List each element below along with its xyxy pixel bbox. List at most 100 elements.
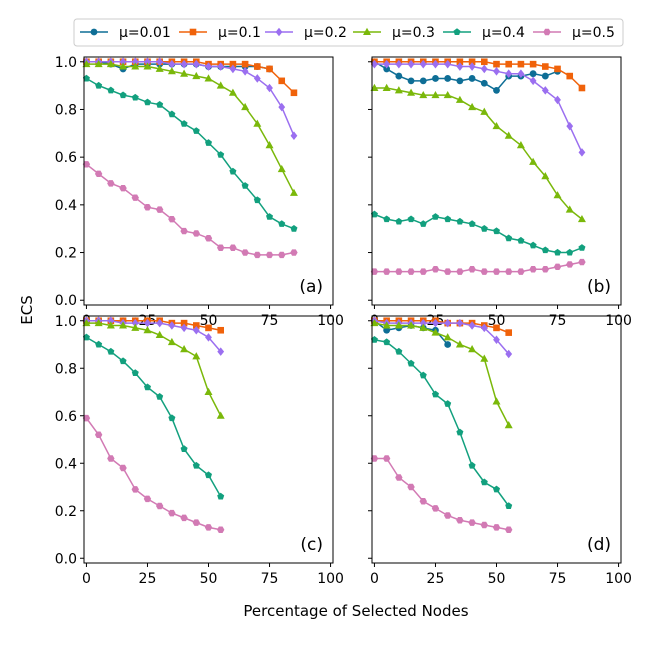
data-point [119,464,127,472]
data-point [180,227,188,235]
data-point [492,397,501,405]
data-point [168,215,176,223]
data-point [94,318,103,327]
data-point [155,206,164,213]
x-axis-label: Percentage of Selected Nodes [243,602,468,620]
data-point [468,321,476,330]
data-point [541,246,549,254]
data-point [553,191,562,199]
data-point [541,72,549,80]
y-tick-label: 0.0 [55,293,77,309]
data-point [431,90,440,99]
x-tick-label: 50 [488,313,506,329]
data-point [278,220,286,227]
data-point [143,204,152,211]
data-point [192,127,200,134]
data-point [266,83,273,93]
data-point [131,62,140,70]
data-point [180,319,188,327]
data-point [253,196,261,204]
data-point [167,337,176,346]
data-point [505,60,513,68]
data-point [229,60,237,68]
data-point [253,74,261,83]
data-point [168,110,176,118]
legend-entry: μ=0.3 [353,25,435,41]
data-point [229,167,237,175]
data-point [216,81,225,89]
data-point [289,188,298,196]
series [370,210,586,256]
data-point [578,258,586,266]
legend-entry: μ=0.5 [533,25,615,41]
chart-panel: 0 25 50 75 100 (d) [368,315,632,587]
data-point [432,59,439,69]
data-point [106,59,115,68]
data-point [382,268,391,275]
data-point [529,60,537,68]
data-point [131,57,139,67]
data-point [204,139,213,146]
data-point [492,121,501,130]
data-point [577,214,586,223]
legend-label: μ=0.5 [572,25,615,41]
data-point [168,509,176,517]
y-tick-label: 0.2 [55,504,77,520]
data-point [432,318,439,328]
data-point [168,321,176,330]
data-point [456,517,464,524]
panel-label: (a) [299,277,323,297]
y-tick-label: 0.2 [55,246,77,262]
data-point [290,89,298,97]
data-point [107,347,115,355]
data-point [395,72,403,80]
data-point [180,514,188,522]
data-point [407,215,415,223]
data-point [370,268,379,275]
data-point [480,268,488,275]
data-point [205,324,212,332]
data-point [407,88,416,96]
data-point [180,59,188,69]
y-tick-label: 1.0 [55,55,77,71]
diamond-marker-icon [275,27,283,37]
x-tick-label: 50 [200,313,218,329]
data-point [419,77,427,85]
data-point [156,100,164,108]
data-point [95,81,103,89]
data-point [566,261,574,268]
series [370,455,513,533]
data-point [395,59,403,69]
data-point [444,318,452,328]
data-point [493,67,500,76]
data-point [455,95,464,103]
data-point [443,512,452,519]
data-point [217,151,225,158]
data-point [228,88,237,96]
data-point [119,57,127,67]
x-tick-label: 100 [605,313,632,329]
triangle-marker-icon [363,27,371,35]
data-point [155,502,164,510]
x-tick-label: 75 [549,571,567,587]
data-point [180,69,189,77]
x-tick-label: 50 [488,571,506,587]
data-point [229,64,237,74]
data-point [216,411,225,419]
data-point [278,251,286,259]
data-point [432,75,439,82]
data-point [192,325,200,335]
data-point [444,59,452,69]
data-point [395,347,403,355]
data-point [253,251,262,259]
data-point [553,263,562,271]
data-point [578,148,586,157]
data-point [565,205,574,213]
data-point [505,69,513,78]
data-point [107,316,115,326]
data-point [180,345,189,353]
chart-panel: 0 25 50 75 100 0.0 0.2 0.4 0.6 0.8 1.0 (c) [55,314,344,587]
series [82,318,225,419]
